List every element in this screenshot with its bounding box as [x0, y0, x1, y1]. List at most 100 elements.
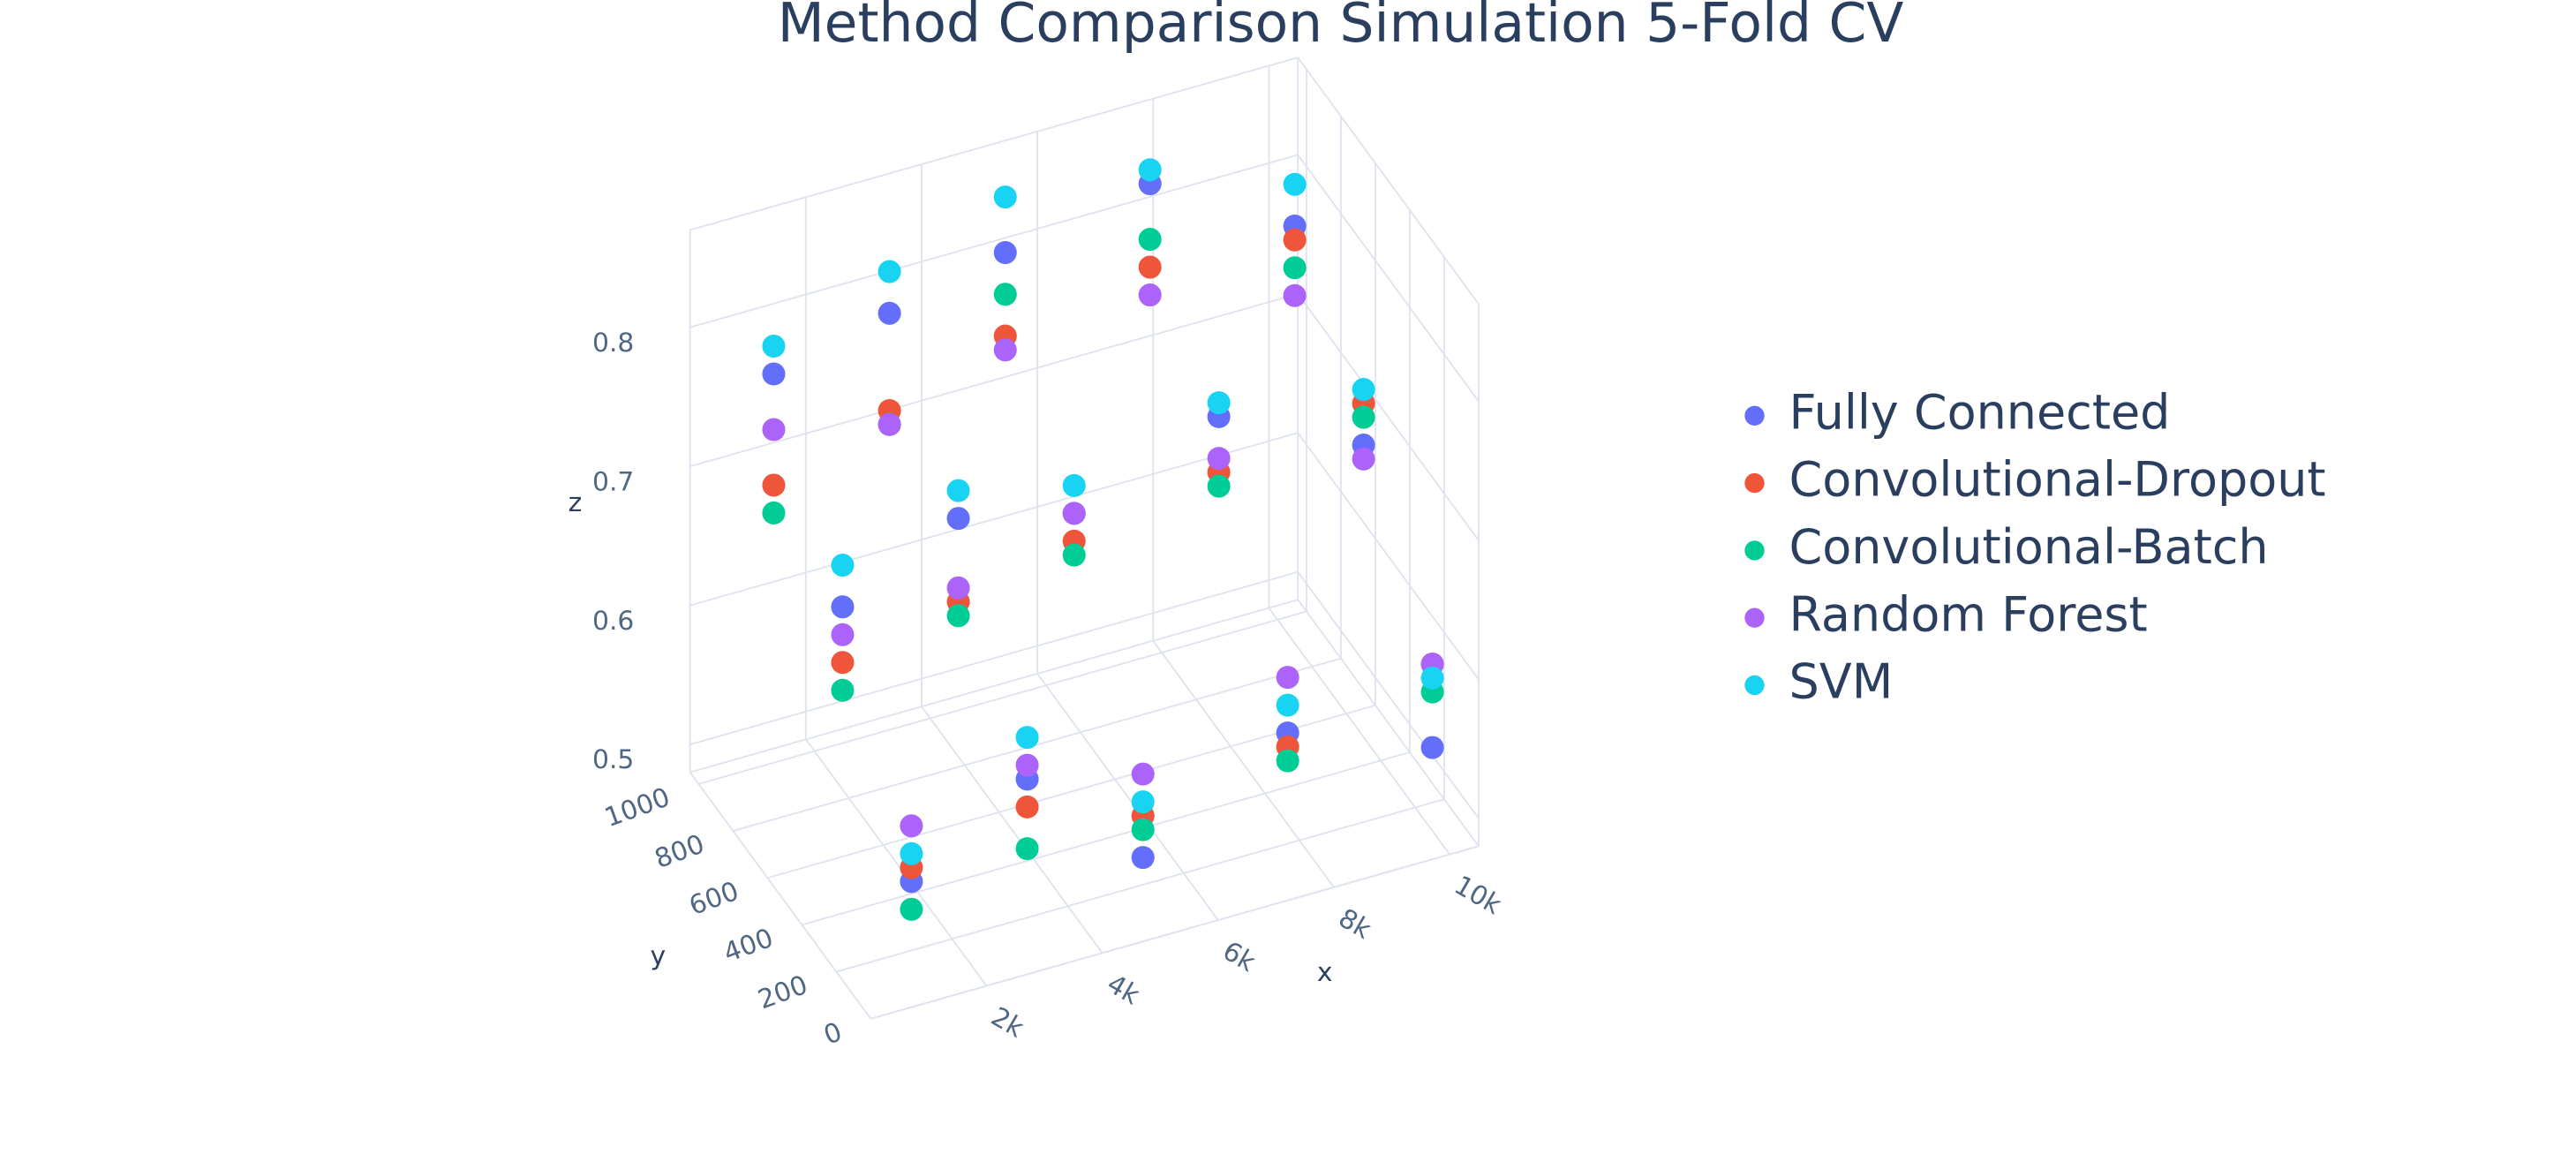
axis-edge	[689, 599, 1299, 773]
point	[946, 604, 970, 628]
point	[1131, 762, 1155, 786]
point	[1207, 391, 1231, 415]
points	[762, 158, 1444, 921]
z-tick-label: 0.6	[592, 606, 634, 637]
legend-marker	[1744, 405, 1765, 426]
x-tick-label: 8k	[1333, 902, 1376, 946]
point	[762, 473, 786, 497]
point	[831, 622, 855, 646]
point	[1062, 473, 1086, 497]
point	[1283, 228, 1307, 252]
x-tick-label: 6k	[1217, 936, 1261, 979]
legend-marker	[1744, 472, 1765, 494]
z-grid-line	[689, 570, 1299, 746]
point	[1015, 795, 1039, 819]
legend: Fully Connected Convolutional-Dropout Conv…	[1744, 384, 2326, 710]
point	[1420, 736, 1444, 759]
y-grid-line	[733, 657, 1342, 832]
z-grid-line	[1297, 154, 1480, 403]
point	[1131, 818, 1155, 841]
legend-label: SVM	[1789, 654, 1894, 710]
point	[1276, 666, 1299, 690]
y-grid-line	[870, 845, 1480, 1020]
y-tick-label: 0	[820, 1016, 847, 1051]
point	[1283, 283, 1307, 307]
point	[877, 301, 901, 325]
point	[1062, 502, 1086, 525]
point	[1138, 283, 1162, 307]
point	[1015, 837, 1039, 861]
x-tick-label: 10k	[1449, 870, 1507, 921]
point	[900, 897, 923, 921]
x-grid-line	[1152, 640, 1335, 888]
y-tick-label: 1000	[600, 781, 674, 834]
y-tick-label: 800	[651, 829, 708, 875]
chart-title: Method Comparison Simulation 5-Fold CV	[778, 0, 1904, 55]
z-grid-line	[689, 432, 1299, 607]
legend-marker	[1744, 607, 1765, 628]
point	[831, 678, 855, 702]
point	[946, 479, 970, 502]
point	[1352, 378, 1375, 402]
point	[1276, 749, 1299, 773]
z-grid-line	[1297, 571, 1480, 819]
y-grid-line	[802, 751, 1411, 926]
point	[1138, 158, 1162, 182]
point	[762, 418, 786, 441]
legend-label: Random Forest	[1789, 586, 2148, 642]
axis-edge	[1297, 599, 1480, 847]
point	[993, 283, 1017, 306]
point	[946, 576, 970, 600]
point	[877, 260, 901, 283]
point	[1352, 405, 1375, 429]
point	[1138, 228, 1162, 252]
point	[1283, 256, 1307, 280]
point	[1015, 753, 1039, 777]
axis-edge	[689, 772, 872, 1020]
x-grid-line	[805, 738, 988, 987]
point	[946, 507, 970, 531]
x-grid-line	[921, 706, 1103, 954]
point	[1352, 447, 1375, 471]
z-tick-label: 0.7	[592, 466, 634, 497]
point	[900, 841, 923, 865]
legend-marker	[1744, 540, 1765, 561]
x-tick-label: 2k	[986, 1001, 1029, 1045]
axis-edge	[689, 57, 1299, 231]
y-tick-label: 600	[685, 876, 742, 922]
y-axis-title: y	[651, 940, 667, 971]
z-grid-line	[1297, 293, 1480, 541]
x-grid-line	[1036, 673, 1219, 921]
point	[993, 241, 1017, 265]
y-tick-label: 400	[719, 923, 777, 969]
z-grid-line	[1297, 432, 1480, 680]
point	[993, 338, 1017, 362]
point	[993, 185, 1017, 209]
point	[877, 412, 901, 436]
z-tick-label: 0.8	[592, 328, 634, 358]
legend-label: Convolutional-Batch	[1789, 519, 2269, 575]
y-grid-line	[836, 798, 1445, 973]
y-tick-label: 200	[754, 970, 811, 1015]
axis-edge	[1297, 57, 1480, 305]
legend-label: Fully Connected	[1789, 384, 2171, 440]
z-axis-title: z	[569, 487, 583, 518]
point	[1062, 543, 1086, 567]
point	[1138, 255, 1162, 279]
y-grid-line	[698, 610, 1307, 785]
z-grid-line	[689, 292, 1299, 468]
point	[1207, 447, 1231, 471]
x-tick-label: 4k	[1102, 969, 1145, 1012]
legend-marker	[1744, 675, 1765, 696]
point	[762, 334, 786, 358]
point	[831, 554, 855, 577]
point	[1131, 846, 1155, 870]
point	[1131, 790, 1155, 814]
y-grid-line	[767, 704, 1376, 879]
point	[831, 651, 855, 675]
z-grid-line	[689, 154, 1299, 328]
legend-label: Convolutional-Dropout	[1789, 452, 2326, 508]
x-axis-title: x	[1317, 957, 1333, 988]
